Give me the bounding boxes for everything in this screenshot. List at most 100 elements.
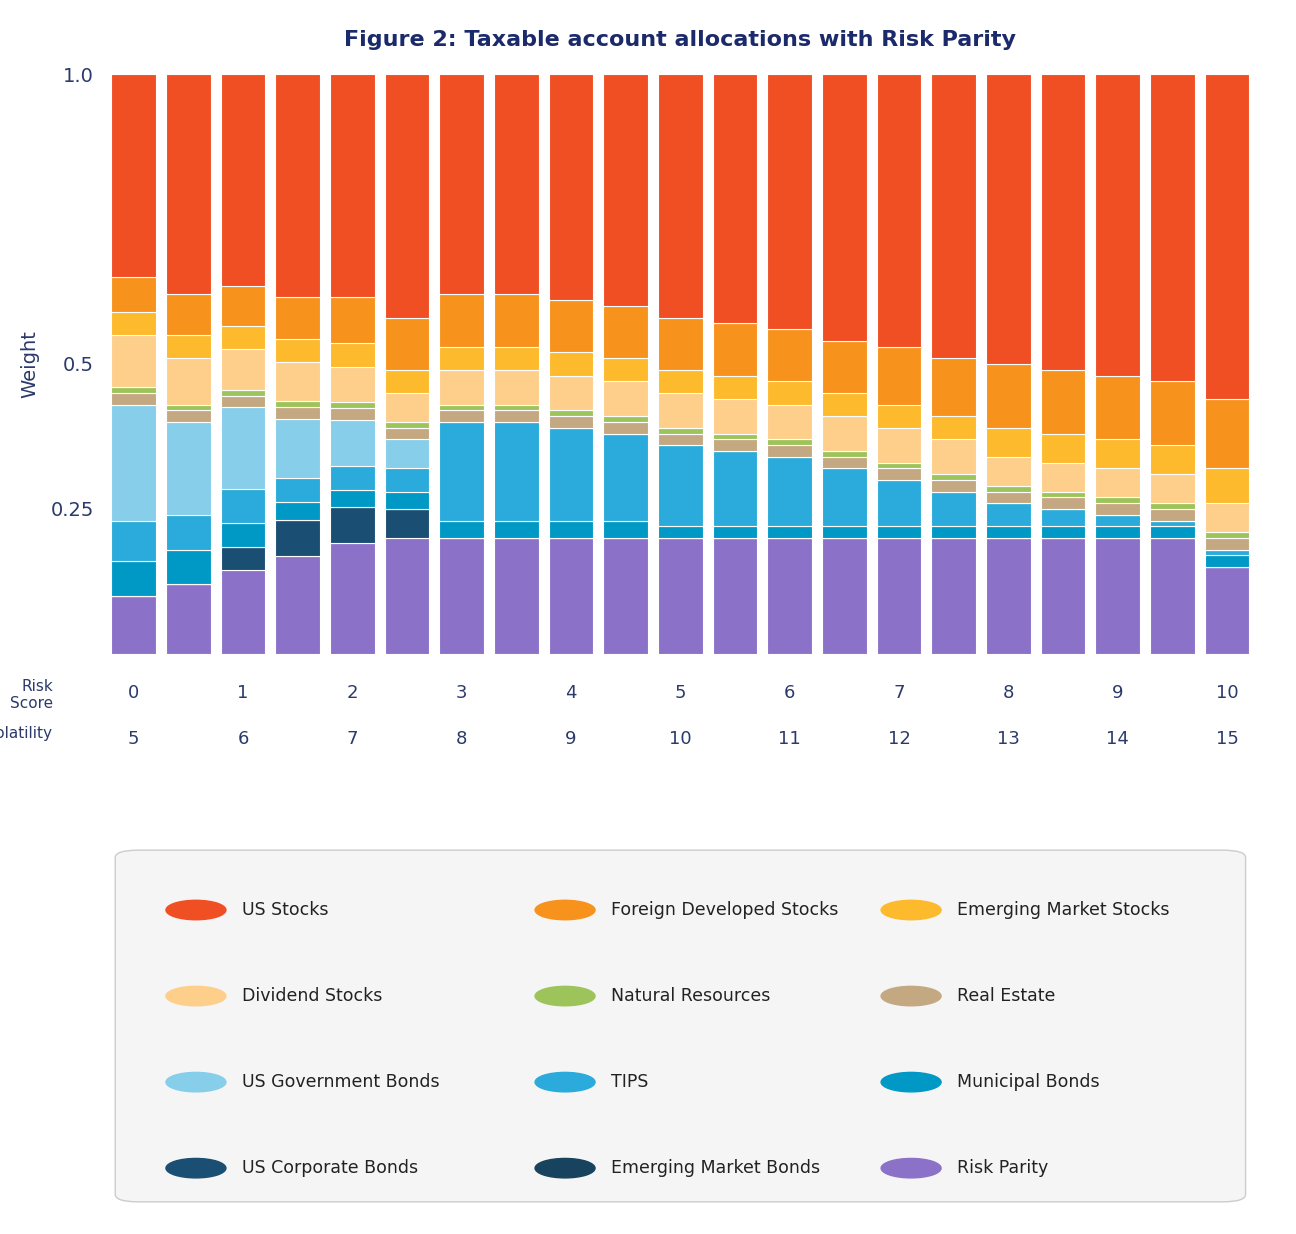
Bar: [330, 408, 375, 420]
Bar: [275, 363, 320, 401]
Bar: [822, 527, 867, 538]
Bar: [713, 433, 757, 439]
Text: 11: 11: [779, 731, 801, 748]
Text: 9: 9: [565, 731, 577, 748]
Bar: [1041, 74, 1086, 370]
Bar: [604, 306, 648, 358]
Bar: [713, 450, 757, 527]
Bar: [932, 538, 976, 654]
Bar: [220, 286, 266, 326]
Bar: [548, 521, 594, 538]
Text: Emerging Market Bonds: Emerging Market Bonds: [612, 1159, 820, 1177]
Bar: [111, 405, 156, 521]
Bar: [932, 491, 976, 527]
Bar: [1041, 491, 1086, 497]
Bar: [932, 358, 976, 416]
Bar: [330, 420, 375, 466]
Bar: [1205, 549, 1249, 555]
Circle shape: [881, 986, 941, 1006]
Bar: [385, 491, 429, 508]
Bar: [822, 341, 867, 392]
Bar: [111, 561, 156, 596]
Bar: [166, 585, 211, 654]
Bar: [876, 74, 921, 347]
Bar: [330, 466, 375, 490]
Text: Real Estate: Real Estate: [958, 987, 1056, 1004]
Circle shape: [535, 1072, 595, 1092]
Bar: [1095, 439, 1140, 469]
Bar: [494, 347, 539, 370]
Bar: [658, 74, 702, 317]
Text: 8: 8: [1003, 685, 1013, 702]
Bar: [385, 392, 429, 422]
Text: 7: 7: [893, 685, 905, 702]
Bar: [220, 390, 266, 396]
Bar: [275, 520, 320, 555]
Bar: [604, 521, 648, 538]
Bar: [111, 334, 156, 387]
Text: 9: 9: [1112, 685, 1124, 702]
Bar: [439, 370, 485, 405]
Bar: [548, 353, 594, 375]
Bar: [548, 538, 594, 654]
Bar: [604, 416, 648, 422]
Title: Figure 2: Taxable account allocations with Risk Parity: Figure 2: Taxable account allocations wi…: [345, 31, 1016, 51]
Bar: [1095, 497, 1140, 503]
Text: 4: 4: [565, 685, 577, 702]
Bar: [876, 428, 921, 463]
Bar: [220, 349, 266, 390]
Bar: [932, 416, 976, 439]
Y-axis label: Weight: Weight: [21, 329, 39, 397]
Bar: [1041, 538, 1086, 654]
Bar: [385, 317, 429, 370]
Bar: [166, 74, 211, 295]
Bar: [1095, 375, 1140, 439]
Text: Foreign Developed Stocks: Foreign Developed Stocks: [612, 901, 839, 919]
Bar: [330, 490, 375, 507]
Bar: [658, 538, 702, 654]
Bar: [1095, 527, 1140, 538]
Bar: [220, 326, 266, 349]
Text: 12: 12: [888, 731, 911, 748]
Bar: [1041, 497, 1086, 508]
Bar: [548, 375, 594, 411]
Bar: [439, 405, 485, 411]
Text: US Corporate Bonds: US Corporate Bonds: [242, 1159, 419, 1177]
Bar: [658, 445, 702, 527]
Text: 5: 5: [675, 685, 686, 702]
Bar: [767, 439, 813, 445]
Bar: [439, 422, 485, 521]
Bar: [166, 549, 211, 585]
Bar: [1205, 469, 1249, 503]
Circle shape: [166, 986, 226, 1006]
Bar: [275, 479, 320, 502]
Bar: [876, 405, 921, 428]
Bar: [111, 596, 156, 654]
Bar: [166, 405, 211, 411]
Bar: [986, 457, 1030, 486]
Bar: [713, 439, 757, 450]
Bar: [932, 74, 976, 358]
Bar: [385, 538, 429, 654]
Text: 1: 1: [237, 685, 249, 702]
Bar: [713, 538, 757, 654]
Bar: [713, 527, 757, 538]
Bar: [1095, 503, 1140, 515]
Bar: [767, 329, 813, 381]
Bar: [604, 433, 648, 521]
FancyBboxPatch shape: [115, 850, 1245, 1202]
Bar: [658, 370, 702, 392]
Bar: [220, 523, 266, 547]
Bar: [876, 527, 921, 538]
Circle shape: [166, 1072, 226, 1092]
Bar: [330, 343, 375, 366]
Bar: [385, 439, 429, 469]
Bar: [275, 297, 320, 338]
Circle shape: [535, 986, 595, 1006]
Bar: [822, 450, 867, 457]
Text: Dividend Stocks: Dividend Stocks: [242, 987, 382, 1004]
Bar: [330, 402, 375, 408]
Text: Risk Parity: Risk Parity: [958, 1159, 1048, 1177]
Bar: [658, 428, 702, 433]
Bar: [1205, 538, 1249, 549]
